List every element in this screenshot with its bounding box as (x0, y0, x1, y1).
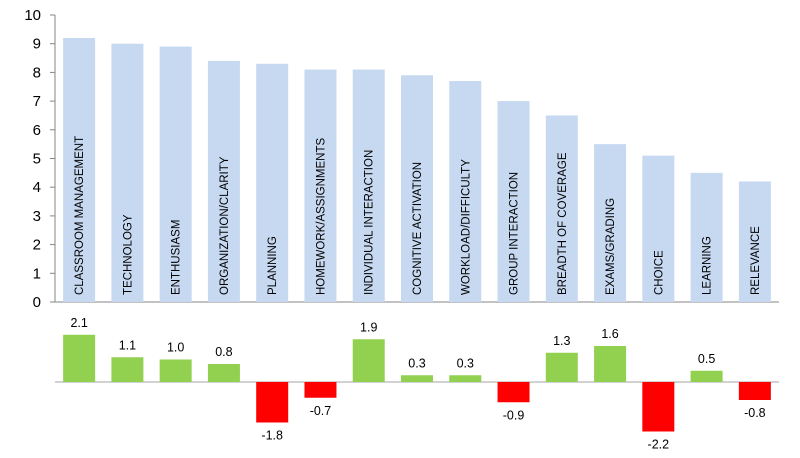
difference-bar (401, 375, 433, 382)
difference-data-label: -0.8 (744, 406, 766, 420)
difference-data-label: -0.9 (503, 408, 525, 422)
y-tick-label: 10 (24, 7, 41, 24)
difference-data-label: 0.8 (215, 345, 232, 359)
top-y-ticks: 0 1 2 3 4 5 6 7 8 9 10 (24, 7, 55, 311)
y-tick-label: 5 (33, 151, 41, 168)
score-bar (256, 63, 289, 302)
difference-bar (304, 382, 337, 398)
difference-bar (594, 346, 627, 382)
difference-bar (497, 382, 530, 403)
difference-bar (545, 352, 578, 382)
difference-data-label: 1.9 (360, 320, 377, 334)
category-label: ENTHUSIASM (171, 220, 183, 295)
difference-bar (352, 339, 385, 382)
y-tick-label: 0 (33, 294, 41, 311)
score-bar (690, 172, 723, 302)
category-label: WORKLOAD/DIFFICULTY (460, 159, 472, 295)
difference-data-label: 0.5 (698, 352, 715, 366)
difference-data-label: -0.7 (310, 404, 332, 418)
y-tick-label: 8 (33, 64, 41, 81)
difference-bars (63, 334, 771, 432)
category-label: CLASSROOM MANAGEMENT (74, 136, 86, 295)
difference-data-label: 0.3 (408, 356, 425, 370)
y-tick-label: 6 (33, 122, 41, 139)
category-label: CHOICE (653, 250, 665, 295)
score-bar (545, 115, 578, 302)
y-tick-label: 2 (33, 237, 41, 254)
difference-data-label: 1.6 (601, 327, 618, 341)
top-chart: 0 1 2 3 4 5 6 7 8 9 10 CLASSROOM MANAGEMENT TECHNOL… (24, 7, 779, 311)
difference-bar (207, 364, 240, 382)
difference-data-label: 1.0 (167, 341, 184, 355)
difference-chart: 2.1 1.1 1.0 0.8 -1.8 -0.7 1.9 0.3 0.3 -0.9 1.3 1.6 -… (55, 316, 779, 452)
category-label: INDIVIDUAL INTERACTION (364, 150, 376, 295)
score-bar (449, 81, 482, 302)
difference-bar (256, 382, 289, 423)
category-label: ORGANIZATION/CLARITY (219, 156, 231, 295)
category-label: RELEVANCE (750, 226, 762, 295)
difference-bar (111, 357, 144, 382)
y-tick-label: 3 (33, 208, 41, 225)
difference-data-label: -2.2 (648, 438, 670, 452)
difference-bar (159, 359, 192, 382)
difference-data-labels: 2.1 1.1 1.0 0.8 -1.8 -0.7 1.9 0.3 0.3 -0.9 1.3 1.6 -… (70, 316, 765, 452)
difference-data-label: 0.3 (457, 356, 474, 370)
score-bar (497, 101, 530, 302)
score-bar (159, 46, 192, 302)
difference-data-label: 1.3 (553, 334, 570, 348)
difference-bar (642, 382, 675, 432)
category-label: HOMEWORK/ASSIGNMENTS (315, 137, 327, 295)
category-label: BREADTH OF COVERAGE (557, 152, 569, 295)
category-label: GROUP INTERACTION (509, 172, 521, 295)
difference-bar (690, 370, 723, 382)
score-bar (738, 181, 771, 302)
score-bar (642, 155, 675, 302)
difference-data-label: -1.8 (261, 429, 283, 443)
difference-bar (738, 382, 771, 400)
category-labels: CLASSROOM MANAGEMENT TECHNOLOGY ENTHUSIASM… (74, 136, 762, 295)
y-tick-label: 1 (33, 265, 41, 282)
category-label: LEARNING (702, 236, 714, 295)
difference-data-label: 2.1 (70, 316, 87, 330)
difference-data-label: 1.1 (119, 338, 136, 352)
top-bars (63, 37, 771, 303)
score-bar (111, 43, 144, 302)
category-label: COGNITIVE ACTIVATION (412, 162, 424, 295)
difference-bar (449, 375, 482, 382)
difference-bar (63, 334, 96, 382)
y-tick-label: 4 (33, 179, 41, 196)
score-bar (207, 60, 240, 302)
category-label: TECHNOLOGY (122, 214, 134, 295)
score-bar (352, 69, 385, 302)
score-bar (63, 37, 96, 303)
score-bar (594, 144, 627, 302)
y-tick-label: 7 (33, 93, 41, 110)
score-bar (401, 75, 433, 303)
category-label: PLANNING (267, 236, 279, 295)
category-label: EXAMS/GRADING (605, 198, 617, 295)
y-tick-label: 9 (33, 36, 41, 53)
score-bar (304, 69, 337, 302)
